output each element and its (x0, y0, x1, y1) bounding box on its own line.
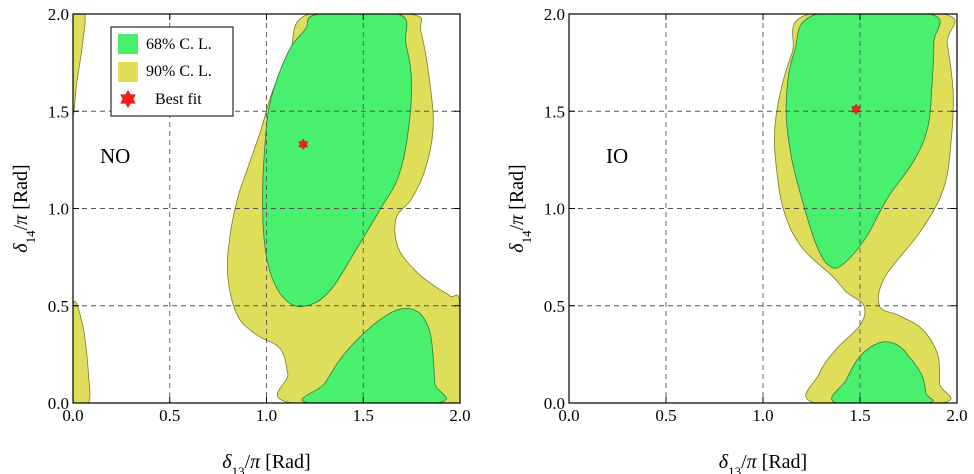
panel-label-io: IO (606, 144, 628, 168)
panel-io: 0.0 0.5 1.0 1.5 2.0 0.0 0.5 1.0 1.5 2.0 δ13/π [Rad… (506, 5, 968, 474)
y-axis-label: δ14/π [Rad] (10, 164, 38, 252)
best-fit-marker (851, 103, 862, 116)
panel-label-no: NO (100, 144, 130, 168)
y-tick-label: 2.0 (48, 5, 69, 24)
region-90cl-2 (73, 300, 91, 403)
region-68cl-2 (831, 341, 934, 403)
y-tick-label: 1.5 (544, 102, 565, 121)
x-tick-label: 1.0 (752, 406, 773, 425)
x-tick-label: 0.0 (62, 406, 83, 425)
legend-label-68cl: 68% C. L. (146, 36, 212, 53)
region-68cl-1 (785, 14, 941, 269)
legend-swatch-68cl (118, 34, 138, 54)
legend-swatch-90cl (118, 62, 138, 82)
x-tick-label: 1.5 (849, 406, 870, 425)
x-tick-label: 1.5 (353, 406, 374, 425)
legend: 68% C. L. 90% C. L. Best fit (110, 26, 234, 117)
x-tick-label: 2.0 (946, 406, 967, 425)
x-tick-label: 0.5 (159, 406, 180, 425)
y-tick-label: 1.5 (48, 102, 69, 121)
y-axis-label: δ14/π [Rad] (506, 164, 534, 252)
legend-label-90cl: 90% C. L. (146, 63, 212, 80)
x-tick-label: 1.0 (256, 406, 277, 425)
x-tick-label: 0.0 (558, 406, 579, 425)
y-tick-label: 2.0 (544, 5, 565, 24)
y-tick-label: 0.0 (544, 394, 565, 413)
y-tick-label: 0.5 (48, 297, 69, 316)
legend-label-best-fit: Best fit (155, 91, 202, 108)
contour-regions (774, 14, 956, 403)
region-90cl-1 (73, 14, 86, 115)
best-fit-marker (298, 138, 309, 151)
x-axis-label: δ13/π [Rad] (719, 451, 807, 474)
y-tick-label: 1.0 (48, 200, 69, 219)
x-tick-label: 2.0 (449, 406, 470, 425)
panel-no: 0.0 0.5 1.0 1.5 2.0 0.0 0.5 1.0 1.5 2.0 δ13/π [Rad… (10, 5, 471, 474)
gridlines (569, 14, 957, 403)
y-tick-label: 1.0 (544, 200, 565, 219)
x-axis-label: δ13/π [Rad] (222, 451, 310, 474)
y-tick-label: 0.0 (48, 394, 69, 413)
region-68cl-2 (301, 307, 447, 403)
x-tick-label: 0.5 (655, 406, 676, 425)
legend-star-icon (120, 90, 136, 108)
y-tick-label: 0.5 (544, 297, 565, 316)
